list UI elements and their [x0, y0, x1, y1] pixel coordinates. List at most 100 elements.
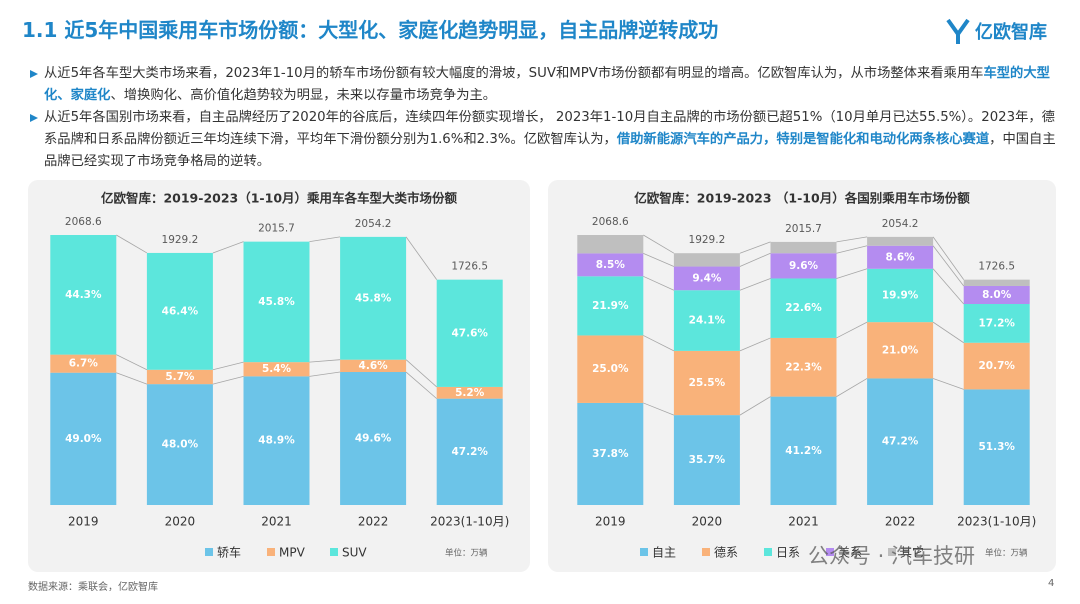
- legend-label: MPV: [279, 546, 306, 560]
- connector: [739, 252, 771, 267]
- connector: [836, 378, 868, 397]
- value-label: 48.0%: [162, 439, 199, 451]
- chart-title: 亿欧智库：2019-2023（1-10月）乘用车各车型大类市场份额: [101, 191, 458, 206]
- bar-segment: [50, 372, 117, 505]
- connector: [932, 245, 965, 287]
- bullet: 从近5年各国别市场来看，自主品牌经历了2020年的谷底后，连续四年份额实现增长，…: [28, 107, 1060, 173]
- watermark: 公众号 · 汽车技研: [808, 544, 976, 568]
- source: 数据来源：乘联会，亿欧智库: [28, 582, 158, 593]
- x-tick-label: 2022: [885, 515, 916, 529]
- value-label: 6.7%: [69, 358, 99, 370]
- connector: [836, 321, 868, 339]
- bar-segment: [243, 362, 310, 377]
- bar-segment: [673, 350, 740, 416]
- value-label: 22.6%: [785, 302, 822, 314]
- bar-segment: [340, 359, 407, 373]
- value-label: 49.6%: [355, 433, 392, 445]
- x-tick-label: 2023(1-10月): [957, 515, 1036, 529]
- bar-segment: [867, 378, 934, 505]
- connector: [116, 372, 148, 385]
- value-label: 8.5%: [596, 259, 626, 271]
- bar-segment: [770, 278, 837, 338]
- legend-marker: [888, 548, 896, 556]
- connector: [405, 359, 437, 388]
- value-label: 24.1%: [689, 315, 726, 327]
- connector: [932, 321, 964, 344]
- x-tick-label: 2020: [165, 515, 196, 529]
- value-label: 48.9%: [258, 435, 295, 447]
- value-label: 25.0%: [592, 363, 629, 375]
- bar-segment: [770, 396, 837, 505]
- unit-label: 单位：万辆: [985, 548, 1028, 559]
- value-label: 5.7%: [165, 371, 195, 383]
- connector: [836, 245, 868, 254]
- legend-label: 轿车: [217, 545, 241, 560]
- value-label: 37.8%: [592, 448, 629, 460]
- value-label: 46.4%: [162, 305, 199, 317]
- connector: [739, 396, 771, 416]
- value-label: 47.2%: [882, 436, 919, 448]
- value-label: 22.3%: [785, 361, 822, 373]
- connector: [116, 234, 148, 254]
- connector: [212, 375, 244, 385]
- x-tick-label: 2019: [68, 515, 99, 529]
- bar-segment: [963, 285, 1030, 304]
- connector: [739, 337, 771, 352]
- bar-segment: [340, 236, 407, 360]
- unit-label: 单位：万辆: [445, 548, 488, 559]
- bar-segment: [867, 245, 934, 269]
- value-label: 41.2%: [785, 445, 822, 457]
- connector: [309, 359, 341, 363]
- x-tick-label: 2022: [358, 515, 389, 529]
- connector: [643, 275, 675, 291]
- legend-label: 德系: [714, 545, 738, 560]
- value-label: 20.7%: [978, 360, 1015, 372]
- bar-segment: [146, 369, 213, 385]
- bullet-text: 从近5年各国别市场来看，自主品牌经历了2020年的谷底后，连续四年份额实现增长，…: [44, 110, 1055, 147]
- bar-segment: [963, 389, 1030, 505]
- value-label: 5.2%: [455, 387, 485, 399]
- bar-segment: [963, 342, 1030, 390]
- value-label: 21.0%: [882, 344, 919, 356]
- total-label: 2068.6: [592, 216, 629, 228]
- legend-marker: [205, 548, 213, 556]
- bar-segment: [577, 335, 644, 403]
- bar-segment: [340, 372, 407, 505]
- connector: [643, 234, 675, 254]
- bar-segment: [770, 253, 837, 279]
- bullet-text: 从近5年各车型大类市场来看，2023年1-10月的轿车市场份额有较大幅度的滑坡，…: [44, 66, 984, 81]
- value-label: 21.9%: [592, 300, 629, 312]
- value-label: 9.4%: [692, 272, 722, 284]
- legend-marker: [267, 548, 275, 556]
- connector: [405, 371, 437, 399]
- connector: [116, 354, 148, 371]
- connector: [212, 241, 244, 254]
- value-label: 19.9%: [882, 289, 919, 301]
- total-label: 2015.7: [258, 223, 295, 235]
- slide-title: 1.1 近5年中国乘用车市场份额：大型化、家庭化趋势明显，自主品牌逆转成功: [22, 18, 719, 42]
- highlight-text: 车型的大型化、家庭化: [44, 66, 1050, 103]
- bar-segment: [867, 322, 934, 379]
- bullet-text: ，中国自主品牌已经实现了市场竞争格局的逆转。: [44, 132, 1056, 169]
- x-tick-label: 2019: [595, 515, 626, 529]
- connector: [309, 371, 341, 377]
- value-label: 9.6%: [789, 260, 819, 272]
- chart-title: 亿欧智库：2019-2023 （1-10月）各国别乘用车市场份额: [634, 191, 970, 206]
- value-label: 45.8%: [355, 292, 392, 304]
- bar-segment: [50, 354, 117, 373]
- bar-segment: [436, 398, 503, 505]
- x-tick-label: 2021: [788, 515, 819, 529]
- bar-segment: [673, 266, 740, 291]
- total-label: 1929.2: [162, 234, 199, 246]
- connector: [932, 236, 965, 280]
- highlight-text: 借助新能源汽车的产品力，特别是智能化和电动化两条核心赛道: [616, 132, 990, 147]
- page-number: 4: [1048, 578, 1055, 589]
- connector: [405, 236, 438, 280]
- bar-segment: [963, 303, 1030, 343]
- bar-segment: [673, 253, 740, 267]
- logo-text: 亿欧智库: [975, 22, 1047, 43]
- connector: [643, 402, 675, 416]
- value-label: 8.0%: [982, 289, 1012, 301]
- total-label: 2015.7: [785, 223, 822, 235]
- total-label: 1726.5: [978, 261, 1015, 273]
